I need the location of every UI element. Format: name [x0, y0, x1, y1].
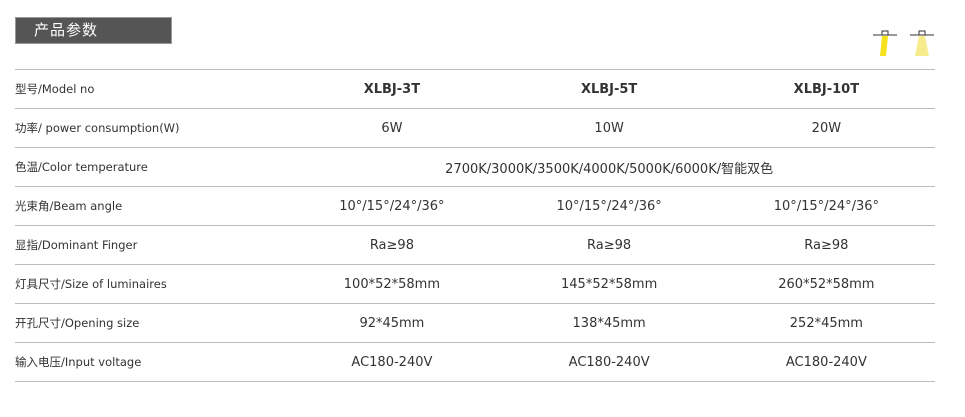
- table-row: 显指/Dominant Finger Ra≥98 Ra≥98 Ra≥98: [15, 225, 935, 265]
- cell: Ra≥98: [717, 225, 935, 265]
- cell: 260*52*58mm: [717, 264, 935, 304]
- model-name: XLBJ-5T: [500, 69, 718, 109]
- table-row: 灯具尺寸/Size of luminaires 100*52*58mm 145*52…: [15, 264, 935, 304]
- row-label: 显指/Dominant Finger: [15, 225, 284, 265]
- table-row: 光束角/Beam angle 10°/15°/24°/36° 10°/15°/24°…: [15, 186, 935, 226]
- cell: AC180-240V: [500, 342, 718, 382]
- row-label: 型号/Model no: [15, 69, 284, 109]
- table-row: 开孔尺寸/Opening size 92*45mm 138*45mm 252*45mm: [15, 303, 935, 343]
- cell: 20W: [717, 108, 935, 148]
- row-label: 输入电压/Input voltage: [15, 342, 284, 382]
- row-label: 灯具尺寸/Size of luminaires: [15, 264, 284, 304]
- cell: 10°/15°/24°/36°: [283, 186, 501, 226]
- cell: 10°/15°/24°/36°: [500, 186, 718, 226]
- table-row: 型号/Model no XLBJ-3T XLBJ-5T XLBJ-10T: [15, 69, 935, 109]
- cell: 138*45mm: [500, 303, 718, 343]
- cell: 2700K/3000K/3500K/4000K/5000K/6000K/智能双色: [283, 147, 935, 187]
- row-label: 功率/ power consumption(W): [15, 108, 284, 148]
- cell: 92*45mm: [283, 303, 501, 343]
- cell: 10W: [500, 108, 718, 148]
- row-label: 光束角/Beam angle: [15, 186, 284, 226]
- table-row: 输入电压/Input voltage AC180-240V AC180-240V AC…: [15, 342, 935, 382]
- cell: AC180-240V: [717, 342, 935, 382]
- cell: 100*52*58mm: [283, 264, 501, 304]
- cell: AC180-240V: [283, 342, 501, 382]
- table-row: 功率/ power consumption(W) 6W 10W 20W: [15, 108, 935, 148]
- cell: 10°/15°/24°/36°: [717, 186, 935, 226]
- spotlight-wide-icon: [910, 30, 934, 56]
- cell: Ra≥98: [500, 225, 718, 265]
- cell: 6W: [283, 108, 501, 148]
- cell: Ra≥98: [283, 225, 501, 265]
- row-label: 色温/Color temperature: [15, 147, 284, 187]
- row-label: 开孔尺寸/Opening size: [15, 303, 284, 343]
- spec-table: 型号/Model no XLBJ-3T XLBJ-5T XLBJ-10T 功率/ po…: [15, 69, 935, 382]
- spotlight-narrow-icon: [873, 30, 897, 56]
- cell: 145*52*58mm: [500, 264, 718, 304]
- table-row: 色温/Color temperature 2700K/3000K/3500K/40…: [15, 147, 935, 187]
- model-name: XLBJ-10T: [717, 69, 935, 109]
- cell: 252*45mm: [717, 303, 935, 343]
- model-name: XLBJ-3T: [283, 69, 501, 109]
- section-title: 产品参数: [15, 17, 172, 44]
